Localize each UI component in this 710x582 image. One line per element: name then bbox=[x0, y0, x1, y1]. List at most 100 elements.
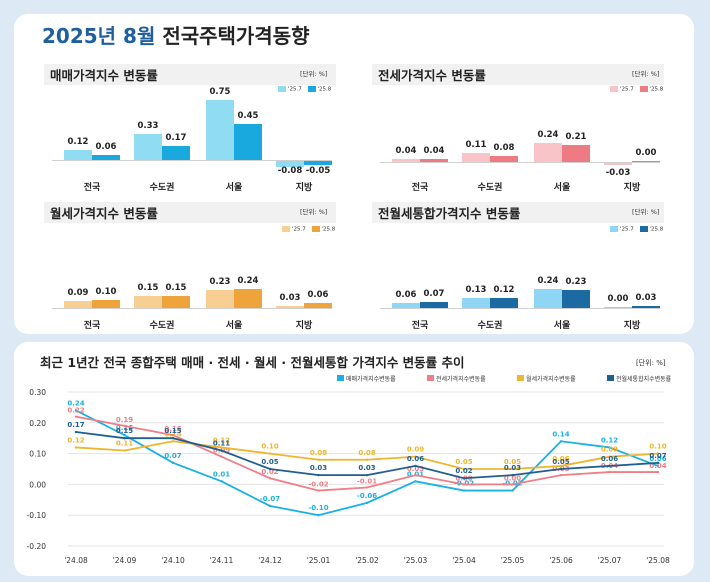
data-point bbox=[268, 452, 272, 455]
bar-curr-2 bbox=[562, 145, 590, 162]
legend-label: '25.8 bbox=[317, 86, 332, 93]
data-point bbox=[123, 449, 126, 452]
bar-value-label: 0.03 bbox=[635, 292, 657, 303]
category-label: 수도권 bbox=[477, 321, 503, 331]
legend-label: 전세가격지수변동률 bbox=[436, 375, 486, 383]
y-tick-label: 0.30 bbox=[29, 388, 46, 397]
data-point bbox=[414, 480, 417, 483]
data-label: 0.05 bbox=[455, 458, 472, 466]
bar-prev-2 bbox=[206, 100, 234, 160]
data-label: 0.12 bbox=[601, 436, 618, 444]
line-chart-title: 최근 1년간 전국 종합주택 매매 · 전세 · 월세 · 전월세통합 가격지수… bbox=[40, 355, 465, 370]
bar-value-label: 0.06 bbox=[307, 290, 329, 301]
bar-prev-3 bbox=[604, 163, 632, 166]
data-point bbox=[559, 440, 563, 443]
chart-legend: '25.7 '25.8 bbox=[278, 226, 335, 233]
x-tick-label: '25.01 bbox=[307, 556, 331, 565]
y-tick-label: 0.20 bbox=[29, 419, 46, 428]
data-point bbox=[123, 433, 126, 437]
chart-title: 월세가격지수 변동률 bbox=[44, 202, 336, 223]
data-label: 0.14 bbox=[164, 430, 181, 438]
legend-swatch bbox=[610, 86, 618, 92]
legend-label: '25.7 bbox=[292, 226, 306, 233]
bar-curr-1 bbox=[490, 298, 518, 308]
legend-label: '25.8 bbox=[649, 226, 664, 233]
data-point bbox=[317, 514, 320, 517]
sale-bar-chart: 매매가격지수 변동률 [단위: %] '25.7 '25.8 0.12 0.06 전… bbox=[42, 62, 342, 193]
data-point bbox=[608, 470, 611, 474]
legend-label: '25.7 bbox=[620, 86, 634, 93]
data-label: 0.03 bbox=[310, 464, 327, 472]
bar-value-label: 0.12 bbox=[493, 285, 515, 296]
data-label: 0.06 bbox=[552, 455, 569, 463]
data-label: 0.05 bbox=[504, 458, 521, 466]
data-label: 0.03 bbox=[407, 465, 424, 473]
data-label: 0.11 bbox=[116, 440, 133, 448]
line-chart: 0.30 0.20 0.10 0.00 -0.10 -0.20 '24.08 '24.09 '2… bbox=[27, 375, 672, 565]
data-label: 0.00 bbox=[504, 474, 521, 482]
bar-curr-3 bbox=[304, 161, 332, 165]
legend-swatch bbox=[337, 375, 344, 381]
bar-value-label: 0.23 bbox=[565, 276, 587, 287]
data-point bbox=[462, 483, 466, 486]
bar-value-label: -0.08 bbox=[277, 166, 303, 176]
bar-value-label: 0.24 bbox=[537, 275, 559, 286]
data-point bbox=[414, 464, 417, 468]
bar-prev-3 bbox=[604, 306, 632, 308]
data-label: 0.14 bbox=[552, 430, 569, 438]
bar-value-label: 0.03 bbox=[279, 292, 301, 303]
data-point bbox=[220, 455, 223, 458]
legend-swatch bbox=[427, 375, 434, 381]
data-point bbox=[559, 467, 563, 471]
data-label: 0.12 bbox=[213, 436, 230, 444]
legend-label: 매매가격지수변동률 bbox=[346, 375, 396, 383]
bar-prev-3 bbox=[276, 161, 304, 168]
data-point bbox=[414, 473, 417, 477]
bar-prev-2 bbox=[534, 288, 562, 308]
bar-prev-1 bbox=[462, 297, 490, 308]
bar-value-label: 0.21 bbox=[565, 132, 587, 143]
chart-title: 전월세통합가격지수 변동률 bbox=[372, 202, 664, 223]
data-point bbox=[414, 455, 417, 458]
data-label: 0.07 bbox=[649, 452, 666, 460]
data-point bbox=[220, 446, 223, 449]
y-tick-label: -0.10 bbox=[27, 511, 47, 520]
data-point bbox=[74, 409, 78, 412]
data-label: -0.10 bbox=[308, 504, 328, 512]
data-label: 0.07 bbox=[164, 452, 181, 460]
bar-value-label: 0.33 bbox=[137, 120, 159, 131]
unit-label: [단위: %] bbox=[300, 70, 328, 78]
data-label: 0.03 bbox=[358, 464, 375, 472]
data-point bbox=[608, 455, 611, 458]
data-point bbox=[656, 461, 660, 465]
x-tick-label: '24.11 bbox=[210, 556, 234, 565]
data-point bbox=[365, 486, 369, 489]
data-point bbox=[171, 461, 175, 465]
data-label: 0.19 bbox=[116, 416, 133, 424]
data-point bbox=[365, 473, 369, 477]
chart-title: 매매가격지수 변동률 bbox=[44, 64, 336, 85]
data-point bbox=[656, 470, 660, 474]
bar-prev-3 bbox=[276, 305, 304, 308]
bar-charts-panel: 2025년 8월 전국주택가격동향 매매가격지수 변동률 [단위: %] '25… bbox=[14, 14, 694, 334]
chart-baseline bbox=[380, 308, 660, 309]
legend-swatch bbox=[311, 226, 320, 232]
unit-label: [단위: %] bbox=[300, 208, 328, 216]
x-tick-label: '25.06 bbox=[549, 556, 573, 565]
data-point bbox=[365, 458, 369, 461]
bar-value-label: 0.75 bbox=[209, 87, 231, 97]
legend-swatch bbox=[639, 226, 648, 232]
data-point bbox=[220, 480, 223, 483]
category-label: 전국 bbox=[83, 183, 101, 193]
data-label: -0.06 bbox=[357, 492, 377, 500]
data-label: 0.11 bbox=[213, 440, 230, 448]
bar-value-label: 0.15 bbox=[137, 283, 159, 293]
legend-swatch bbox=[282, 226, 290, 232]
bar-value-label: 0.04 bbox=[423, 145, 445, 156]
x-tick-label: '24.08 bbox=[64, 556, 88, 565]
legend-label: '25.8 bbox=[649, 86, 664, 93]
bar-value-label: -0.03 bbox=[605, 168, 631, 178]
bar-curr-3 bbox=[632, 305, 660, 308]
bar-curr-0 bbox=[92, 155, 120, 160]
chart-baseline bbox=[380, 162, 660, 163]
